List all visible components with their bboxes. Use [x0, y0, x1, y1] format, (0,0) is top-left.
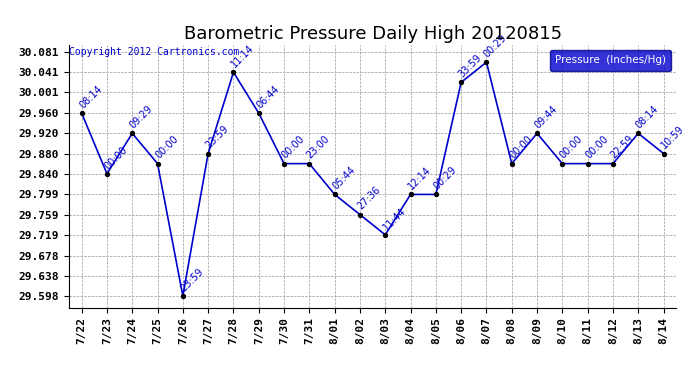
Text: 00:29: 00:29 — [431, 165, 458, 192]
Point — [279, 160, 290, 166]
Point — [431, 191, 442, 197]
Text: 00:00: 00:00 — [583, 134, 610, 161]
Text: 11:14: 11:14 — [229, 43, 256, 69]
Point — [531, 130, 542, 136]
Point — [506, 160, 518, 166]
Text: 09:29: 09:29 — [128, 104, 155, 130]
Text: Copyright 2012 Cartronics.com: Copyright 2012 Cartronics.com — [69, 46, 239, 57]
Legend: Pressure  (Inches/Hg): Pressure (Inches/Hg) — [549, 50, 671, 70]
Point — [607, 160, 618, 166]
Point — [582, 160, 593, 166]
Text: 11:44: 11:44 — [381, 206, 408, 232]
Text: 23:59: 23:59 — [179, 266, 206, 293]
Text: 00:00: 00:00 — [103, 144, 129, 171]
Point — [177, 293, 188, 299]
Point — [355, 211, 366, 217]
Text: 08:14: 08:14 — [77, 84, 104, 110]
Text: 00:00: 00:00 — [558, 134, 584, 161]
Text: 00:00: 00:00 — [153, 134, 180, 161]
Point — [405, 191, 416, 197]
Point — [253, 110, 264, 116]
Point — [658, 150, 669, 156]
Text: 08:14: 08:14 — [634, 104, 660, 130]
Point — [152, 160, 163, 166]
Point — [633, 130, 644, 136]
Text: 00:00: 00:00 — [507, 134, 534, 161]
Point — [455, 80, 466, 86]
Point — [481, 59, 492, 65]
Point — [329, 191, 340, 197]
Text: 23:00: 23:00 — [305, 134, 332, 161]
Text: 09:44: 09:44 — [533, 104, 560, 130]
Text: 22:59: 22:59 — [609, 134, 635, 161]
Text: 23:59: 23:59 — [204, 124, 230, 151]
Text: 00:00: 00:00 — [279, 134, 306, 161]
Point — [557, 160, 568, 166]
Text: 27:36: 27:36 — [355, 185, 382, 212]
Text: 33:59: 33:59 — [457, 53, 484, 80]
Text: 05:44: 05:44 — [331, 165, 357, 192]
Point — [76, 110, 87, 116]
Point — [380, 232, 391, 238]
Text: 00:29: 00:29 — [482, 33, 509, 59]
Text: 12:14: 12:14 — [406, 165, 433, 192]
Point — [203, 150, 214, 156]
Point — [127, 130, 138, 136]
Title: Barometric Pressure Daily High 20120815: Barometric Pressure Daily High 20120815 — [184, 26, 562, 44]
Point — [228, 69, 239, 75]
Point — [101, 171, 112, 177]
Text: 10:59: 10:59 — [659, 124, 686, 151]
Text: 06:44: 06:44 — [255, 84, 281, 110]
Point — [304, 160, 315, 166]
